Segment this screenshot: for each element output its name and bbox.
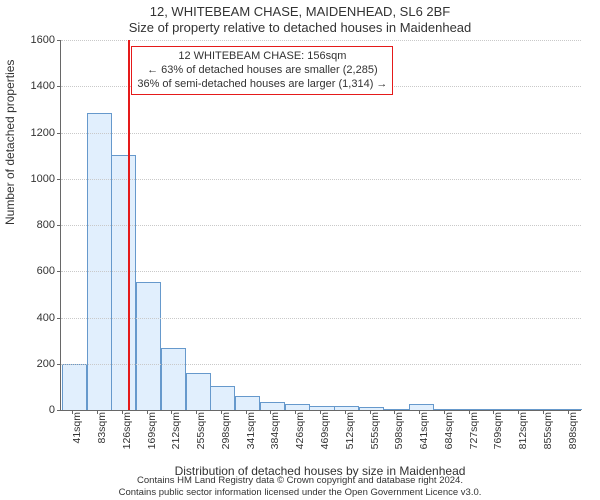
x-tick-label: 426sqm [294, 412, 306, 449]
x-tick-label: 512sqm [344, 412, 356, 449]
bar [483, 409, 508, 410]
x-tick-label: 83sqm [96, 412, 108, 444]
gridline [61, 133, 581, 134]
x-tick-label: 769sqm [492, 412, 504, 449]
x-tick-label: 727sqm [468, 412, 480, 449]
bar [384, 409, 409, 410]
x-tick-label: 684sqm [443, 412, 455, 449]
x-tick-label: 126sqm [121, 412, 133, 449]
gridline [61, 318, 581, 319]
gridline [61, 364, 581, 365]
bar [532, 409, 557, 410]
bar [235, 396, 260, 410]
y-tick-label: 800 [15, 219, 55, 231]
x-tick-label: 469sqm [319, 412, 331, 449]
bar [458, 409, 483, 410]
bar [87, 113, 112, 410]
x-tick-label: 212sqm [170, 412, 182, 449]
x-tick-label: 341sqm [245, 412, 257, 449]
y-tick-label: 400 [15, 312, 55, 324]
x-tick-label: 169sqm [146, 412, 158, 449]
annotation-line1: 12 WHITEBEAM CHASE: 156sqm [137, 50, 387, 64]
y-tick-label: 0 [15, 404, 55, 416]
reference-annotation: 12 WHITEBEAM CHASE: 156sqm ← 63% of deta… [131, 46, 393, 95]
bar [309, 406, 334, 410]
bar [186, 373, 211, 410]
attribution-footer: Contains HM Land Registry data © Crown c… [0, 475, 600, 498]
bar [62, 364, 87, 410]
histogram: Number of detached properties Distributi… [60, 40, 580, 410]
bar [508, 409, 533, 410]
chart-container: 12, WHITEBEAM CHASE, MAIDENHEAD, SL6 2BF… [0, 0, 600, 500]
gridline [61, 271, 581, 272]
gridline [61, 40, 581, 41]
gridline [61, 179, 581, 180]
y-tick-label: 1600 [15, 34, 55, 46]
plot-area [60, 40, 581, 411]
bar [111, 155, 136, 410]
bar [409, 404, 434, 410]
bar [210, 386, 235, 410]
y-tick-label: 1200 [15, 127, 55, 139]
bar [359, 407, 384, 410]
bar [285, 404, 310, 410]
annotation-line3: 36% of semi-detached houses are larger (… [137, 78, 387, 92]
reference-line [128, 40, 130, 410]
bar [260, 402, 285, 410]
bar [334, 406, 359, 410]
page-title-line2: Size of property relative to detached ho… [0, 20, 600, 35]
bar [433, 409, 458, 410]
x-tick-label: 598sqm [393, 412, 405, 449]
x-tick-label: 255sqm [195, 412, 207, 449]
annotation-line2: ← 63% of detached houses are smaller (2,… [137, 64, 387, 78]
bar [557, 409, 582, 410]
x-tick-label: 384sqm [269, 412, 281, 449]
y-tick-label: 1000 [15, 173, 55, 185]
x-tick-label: 41sqm [71, 412, 83, 444]
x-tick-label: 898sqm [567, 412, 579, 449]
x-tick-label: 641sqm [418, 412, 430, 449]
y-tick-label: 600 [15, 265, 55, 277]
page-title-line1: 12, WHITEBEAM CHASE, MAIDENHEAD, SL6 2BF [0, 4, 600, 19]
x-tick-label: 298sqm [220, 412, 232, 449]
x-tick-label: 555sqm [369, 412, 381, 449]
x-tick-label: 855sqm [542, 412, 554, 449]
bar [136, 282, 161, 410]
footer-line2: Contains public sector information licen… [0, 487, 600, 498]
y-tick-label: 1400 [15, 80, 55, 92]
gridline [61, 225, 581, 226]
x-tick-label: 812sqm [517, 412, 529, 449]
y-tick-label: 200 [15, 358, 55, 370]
bar [161, 348, 186, 410]
footer-line1: Contains HM Land Registry data © Crown c… [0, 475, 600, 486]
